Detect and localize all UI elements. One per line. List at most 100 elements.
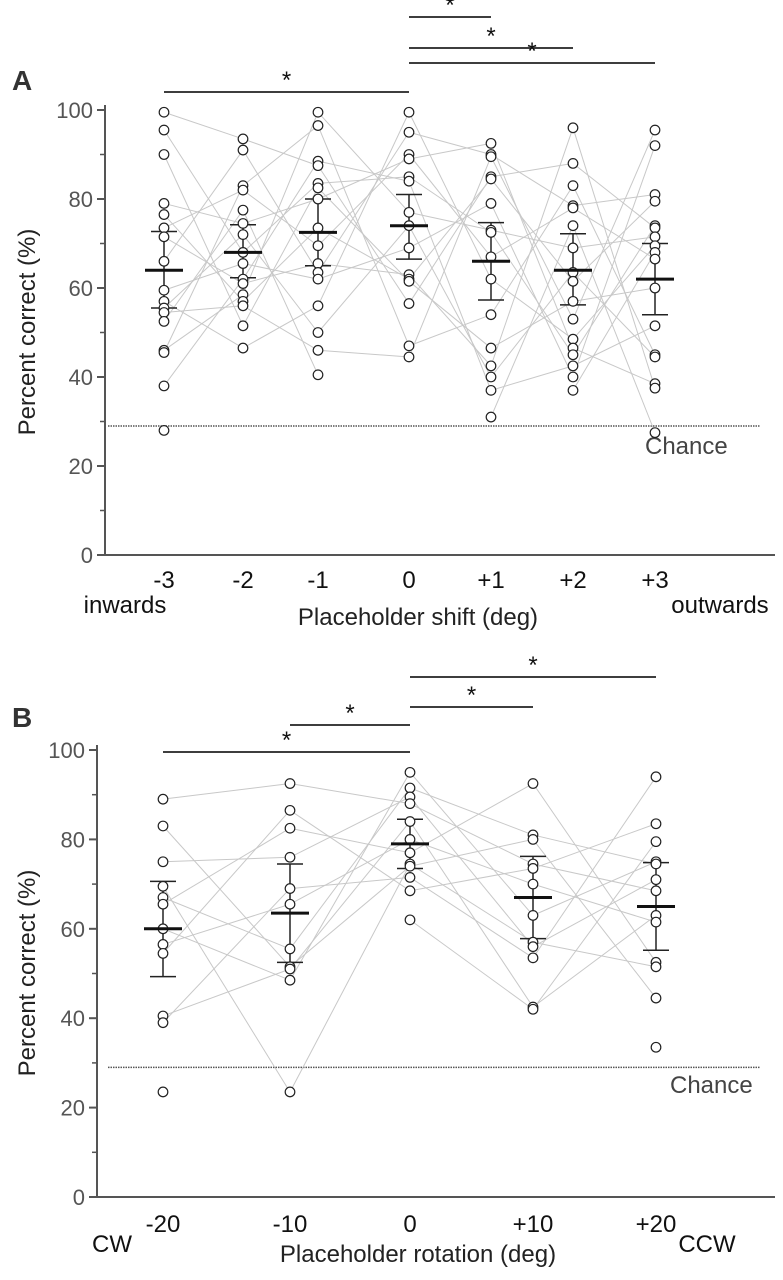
data-point [650,961,662,973]
subject-line [242,234,319,333]
subject-line [163,263,244,291]
data-point [404,914,416,926]
subject-line [317,112,410,307]
subject-line [289,787,411,950]
panel-b: B 0 20 40 60 80 100 Percent correct (%) -20 -10 0 +… [12,652,775,1268]
subject-line [163,202,244,224]
x-tick-label: -2 [232,567,253,594]
panel-a: A 0 20 40 60 80 100 Percent correct (%) -3 -2 -1 0 +… [12,0,775,631]
subject-line [490,178,574,282]
x-tick-label: -20 [146,1211,181,1238]
data-point [567,202,579,214]
subject-line [572,325,656,367]
data-point [312,240,324,252]
subject-line [490,229,574,249]
x-tick-label: -3 [153,567,174,594]
subject-line [532,863,657,892]
subject-line [572,287,656,302]
data-point [650,1041,662,1053]
data-point [485,360,497,372]
subject-line [242,112,319,295]
subject-line [572,207,656,260]
subject-line [163,234,244,309]
subject-line [162,888,291,1024]
data-point [158,222,170,234]
data-point [649,253,661,265]
data-point [567,242,579,254]
data-point [650,992,662,1004]
data-point [567,220,579,232]
data-point [237,320,249,332]
y-tick-label: 100 [48,738,85,763]
data-point [312,327,324,338]
data-point [649,282,661,294]
data-point [237,300,249,312]
data-point [312,258,324,269]
subject-line [409,821,534,1008]
subject-line [572,236,656,249]
subject-line [163,209,244,322]
data-point [485,198,497,209]
data-point [284,943,296,955]
data-point [237,342,249,354]
data-point [158,106,170,118]
subject-line [317,125,410,347]
data-point [404,766,416,778]
significance-star: * [445,0,454,19]
subject-line [163,189,244,229]
data-point [403,206,415,218]
data-point [158,307,170,318]
data-point [527,778,539,789]
x-tick-label: +3 [641,567,668,594]
data-point [237,133,249,145]
data-point [158,209,170,220]
data-point [527,834,539,845]
data-point [158,255,170,267]
x-end-label-left: inwards [84,592,167,619]
data-point [527,952,539,964]
subject-line [289,876,411,890]
data-point [527,878,539,890]
data-point [527,909,539,921]
subject-line [532,823,657,869]
x-tick-label: +1 [477,567,504,594]
data-point [404,885,416,897]
subject-line [317,158,410,200]
subject-line [572,252,656,391]
data-point [284,822,296,834]
data-point [404,871,416,883]
subject-line [162,897,291,950]
subject-line [572,163,656,229]
data-point [650,836,662,848]
panel-letter: B [12,702,32,733]
subject-line [317,131,410,273]
data-point [157,820,169,832]
subject-line [408,176,492,233]
y-tick-label: 80 [69,187,93,212]
subject-line [532,883,657,923]
data-point [567,157,579,169]
y-axis-title: Percent correct (%) [14,229,41,436]
subject-line [532,839,657,999]
data-point [284,883,296,894]
subject-line [572,245,656,340]
data-point [485,309,497,321]
subject-line [572,225,656,356]
x-axis-title: Placeholder rotation (deg) [280,1241,556,1268]
subject-line [408,178,492,280]
data-point [485,384,497,396]
subject-line [163,294,244,351]
subject-line [162,827,291,905]
data-point [404,782,416,794]
subject-line [409,838,534,867]
subject-line [317,111,410,213]
subject-line [408,225,492,378]
subject-line [163,154,244,327]
subject-line [289,865,411,968]
data-point [403,106,415,118]
subject-line [532,879,657,948]
subject-line [408,280,492,349]
subject-line [409,796,534,947]
data-point [403,340,415,352]
